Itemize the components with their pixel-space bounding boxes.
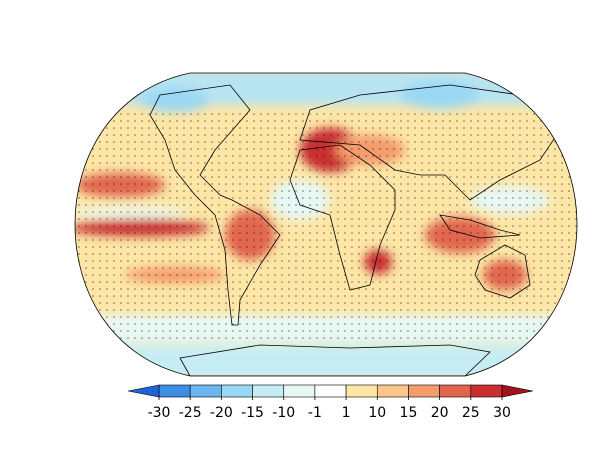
colorbar-tick-label: -25 bbox=[179, 405, 202, 421]
colorbar: -30 -25 -20 -15 -10 -1 1 10 15 20 25 30 bbox=[127, 384, 534, 421]
colorbar-tick-label: -30 bbox=[148, 405, 171, 421]
colorbar-segment bbox=[470, 384, 503, 398]
colorbar-tick-label: 15 bbox=[400, 405, 418, 421]
colorbar-segment bbox=[252, 384, 285, 398]
colorbar-segment bbox=[345, 384, 378, 398]
colorbar-segment bbox=[314, 384, 347, 398]
colorbar-segment bbox=[408, 384, 440, 398]
colorbar-segment bbox=[189, 384, 222, 398]
colorbar-segment bbox=[221, 384, 253, 398]
colorbar-extend-max bbox=[501, 384, 534, 398]
map-field bbox=[75, 73, 577, 376]
colorbar-tick-label: 25 bbox=[462, 405, 480, 421]
colorbar-tick-label: 20 bbox=[431, 405, 449, 421]
colorbar-tick-label: -1 bbox=[308, 405, 322, 421]
colorbar-tick-label: 10 bbox=[368, 405, 386, 421]
colorbar-extend-min bbox=[127, 384, 160, 398]
colorbar-segment bbox=[283, 384, 316, 398]
map-border bbox=[74, 72, 578, 377]
colorbar-tick-label: -15 bbox=[241, 405, 264, 421]
colorbar-segment bbox=[376, 384, 409, 398]
colorbar-tick-label: -10 bbox=[272, 405, 295, 421]
coastlines bbox=[149, 84, 561, 376]
colorbar-segment bbox=[439, 384, 472, 398]
colorbar-tick-label: 1 bbox=[342, 405, 351, 421]
colorbar-segment bbox=[158, 384, 191, 398]
colorbar-tick-label: 30 bbox=[493, 405, 511, 421]
colorbar-tick-label: -20 bbox=[210, 405, 233, 421]
